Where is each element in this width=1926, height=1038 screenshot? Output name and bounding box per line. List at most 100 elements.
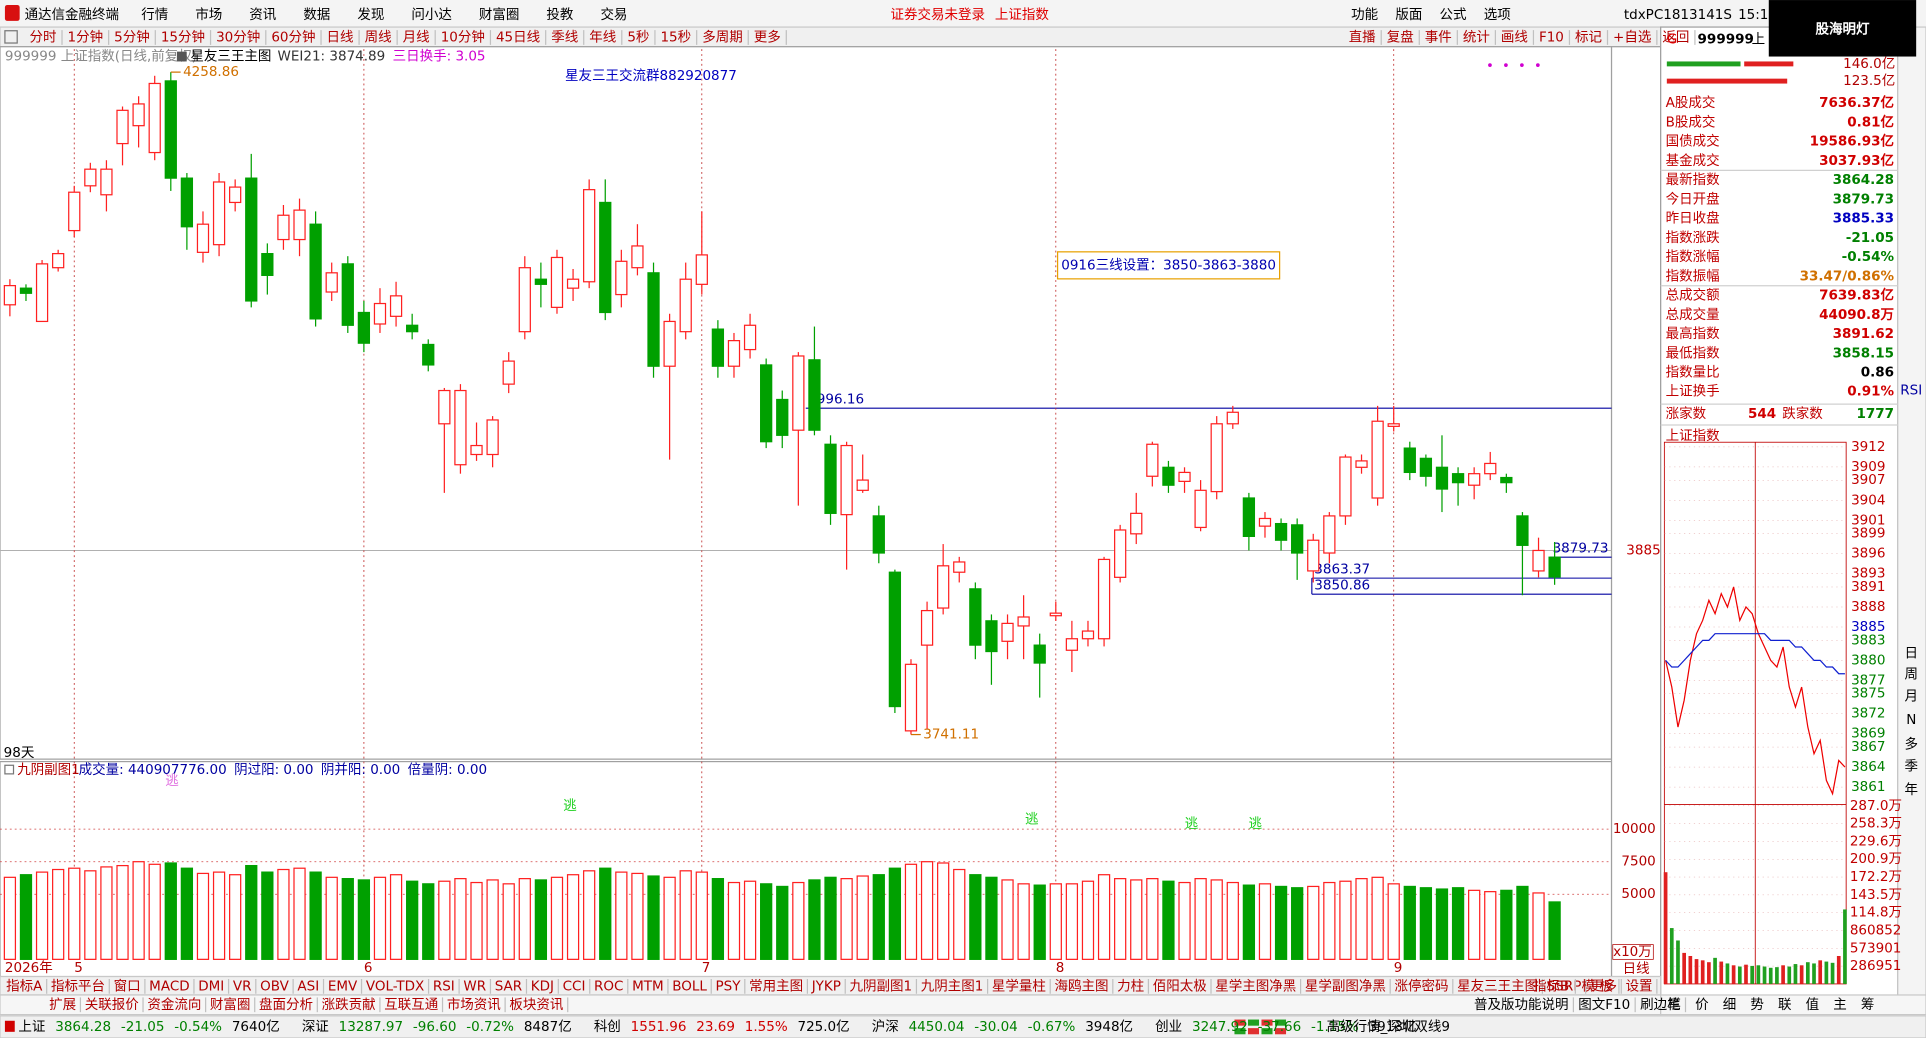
side-tool[interactable]: RSI: [1900, 383, 1922, 399]
quote-tab[interactable]: 细: [1723, 997, 1736, 1013]
side-tool[interactable]: 多: [1905, 735, 1919, 752]
action-tab[interactable]: 标记: [1575, 29, 1602, 45]
period-tab[interactable]: 多周期: [702, 28, 743, 45]
indicator-tab[interactable]: 模 板: [1581, 978, 1613, 994]
side-tool[interactable]: 季: [1905, 759, 1919, 775]
toggle-icon[interactable]: [4, 30, 18, 44]
menu-item[interactable]: 市场: [195, 6, 222, 23]
indicator-tab[interactable]: 常用主图: [749, 978, 803, 994]
extension-tab[interactable]: 市场资讯: [447, 996, 501, 1013]
period-tab[interactable]: 30分钟: [216, 28, 260, 45]
indicator-tab[interactable]: 指标B: [1533, 978, 1569, 994]
period-tab[interactable]: 季线: [551, 29, 578, 45]
extension-tab[interactable]: 关联报价: [85, 997, 139, 1013]
action-tab[interactable]: 统计: [1463, 29, 1490, 45]
menu-item[interactable]: 行情: [141, 7, 168, 23]
indicator-tab[interactable]: 星学副图净黑: [1305, 978, 1386, 994]
indicator-tab[interactable]: 星学量柱: [992, 978, 1046, 994]
period-tab[interactable]: 周线: [365, 29, 392, 45]
indicator-tab[interactable]: MTM: [632, 978, 664, 994]
indicator-tab[interactable]: 星友三王主图: [1457, 978, 1538, 994]
side-tool[interactable]: 周: [1905, 666, 1919, 682]
tool-menu[interactable]: 公式: [1440, 7, 1468, 23]
period-tab[interactable]: 15秒: [660, 29, 691, 45]
side-tool[interactable]: 月: [1905, 688, 1919, 704]
indicator-tab[interactable]: 指标平台: [51, 978, 105, 994]
indicator-tab[interactable]: VOL-TDX: [366, 978, 424, 994]
side-tool[interactable]: 日: [1905, 646, 1919, 662]
indicator-tab[interactable]: EMV: [328, 978, 358, 994]
extension-tab[interactable]: 刷边栏: [1640, 997, 1681, 1013]
extension-tab[interactable]: 互联互通: [384, 997, 438, 1013]
indicator-tab[interactable]: 窗口: [114, 977, 141, 994]
quote-tab[interactable]: 筹: [1861, 996, 1875, 1013]
extension-tab[interactable]: 普及版功能说明: [1474, 997, 1569, 1013]
menu-item[interactable]: 投教: [546, 7, 573, 23]
action-tab[interactable]: +自选: [1613, 29, 1652, 45]
indicator-tab[interactable]: DMI: [198, 978, 224, 994]
indicator-tab[interactable]: SAR: [495, 978, 522, 994]
indicator-tab[interactable]: RSI: [433, 978, 455, 994]
quote-tab[interactable]: 笔: [1667, 997, 1681, 1013]
period-tab[interactable]: 日线: [327, 29, 354, 45]
period-tab[interactable]: 分时: [29, 29, 56, 45]
indicator-tab[interactable]: KDJ: [531, 978, 554, 994]
indicator-tab[interactable]: VR: [233, 978, 252, 994]
quote-tab[interactable]: 联: [1778, 997, 1792, 1013]
tool-menu[interactable]: 选项: [1484, 7, 1511, 23]
action-tab[interactable]: 返回: [1662, 29, 1689, 45]
quote-tab[interactable]: 值: [1806, 997, 1819, 1013]
indicator-tab[interactable]: OBV: [260, 978, 289, 994]
indicator-tab[interactable]: 海鸥主图: [1055, 977, 1109, 994]
action-tab[interactable]: 事件: [1425, 29, 1452, 45]
indicator-tab[interactable]: 九阴副图1: [850, 978, 913, 994]
indicator-tab[interactable]: 力柱: [1117, 978, 1144, 994]
indicator-tab[interactable]: 九阴主图1: [921, 978, 984, 994]
period-tab[interactable]: 5分钟: [114, 28, 150, 45]
indicator-tab[interactable]: 星学主图净黑: [1215, 978, 1296, 994]
menu-item[interactable]: 财富圈: [479, 6, 520, 23]
menu-item[interactable]: 交易: [600, 6, 627, 23]
period-tab[interactable]: 60分钟: [271, 28, 315, 45]
quote-tab[interactable]: 主: [1833, 997, 1846, 1013]
indicator-tab[interactable]: 涨停密码: [1395, 977, 1449, 994]
tool-menu[interactable]: 版面: [1395, 7, 1422, 23]
indicator-tab[interactable]: JYKP: [811, 978, 841, 994]
extension-tab[interactable]: 财富圈: [210, 996, 251, 1013]
indicator-tab[interactable]: PSY: [716, 978, 742, 994]
indicator-tab[interactable]: 更多: [1590, 977, 1617, 994]
action-tab[interactable]: 画线: [1501, 29, 1528, 45]
action-tab[interactable]: 直播: [1349, 29, 1377, 45]
indicator-tab[interactable]: SSRP: [1547, 978, 1582, 994]
indicator-tab[interactable]: WR: [463, 978, 486, 994]
menu-item[interactable]: 问小达: [411, 7, 452, 23]
quote-tab[interactable]: 势: [1750, 997, 1764, 1013]
indicator-tab[interactable]: 佰阳太极: [1153, 978, 1207, 994]
quote-tab[interactable]: 价: [1695, 997, 1709, 1013]
action-tab[interactable]: F10: [1539, 29, 1564, 45]
extension-tab[interactable]: 盘面分析: [259, 996, 313, 1013]
side-tool[interactable]: 年: [1905, 782, 1919, 798]
menu-item[interactable]: 数据: [303, 7, 330, 23]
indicator-tab[interactable]: 设置: [1626, 978, 1653, 994]
indicator-tab[interactable]: BOLL: [672, 978, 707, 994]
period-tab[interactable]: 月线: [403, 29, 430, 45]
period-tab[interactable]: 45日线: [496, 29, 540, 45]
side-tool[interactable]: N: [1906, 712, 1916, 728]
extension-tab[interactable]: 涨跌贡献: [322, 997, 376, 1013]
tool-menu[interactable]: 功能: [1351, 7, 1378, 23]
menu-item[interactable]: 资讯: [249, 7, 276, 23]
indicator-tab[interactable]: CCI: [563, 978, 586, 994]
extension-tab[interactable]: 板块资讯: [509, 997, 563, 1013]
period-tab[interactable]: 15分钟: [161, 28, 205, 45]
period-tab[interactable]: 5秒: [627, 29, 649, 45]
period-tab[interactable]: 1分钟: [68, 28, 104, 45]
indicator-tab[interactable]: MACD: [149, 978, 189, 994]
action-tab[interactable]: 复盘: [1387, 28, 1414, 45]
indicator-tab[interactable]: ASI: [297, 978, 319, 994]
extension-tab[interactable]: 扩展: [49, 997, 76, 1013]
menu-item[interactable]: 发现: [357, 7, 384, 23]
indicator-tab[interactable]: 指标A: [6, 978, 43, 994]
indicator-tab[interactable]: ROC: [594, 978, 623, 994]
period-tab[interactable]: 年线: [589, 29, 616, 45]
